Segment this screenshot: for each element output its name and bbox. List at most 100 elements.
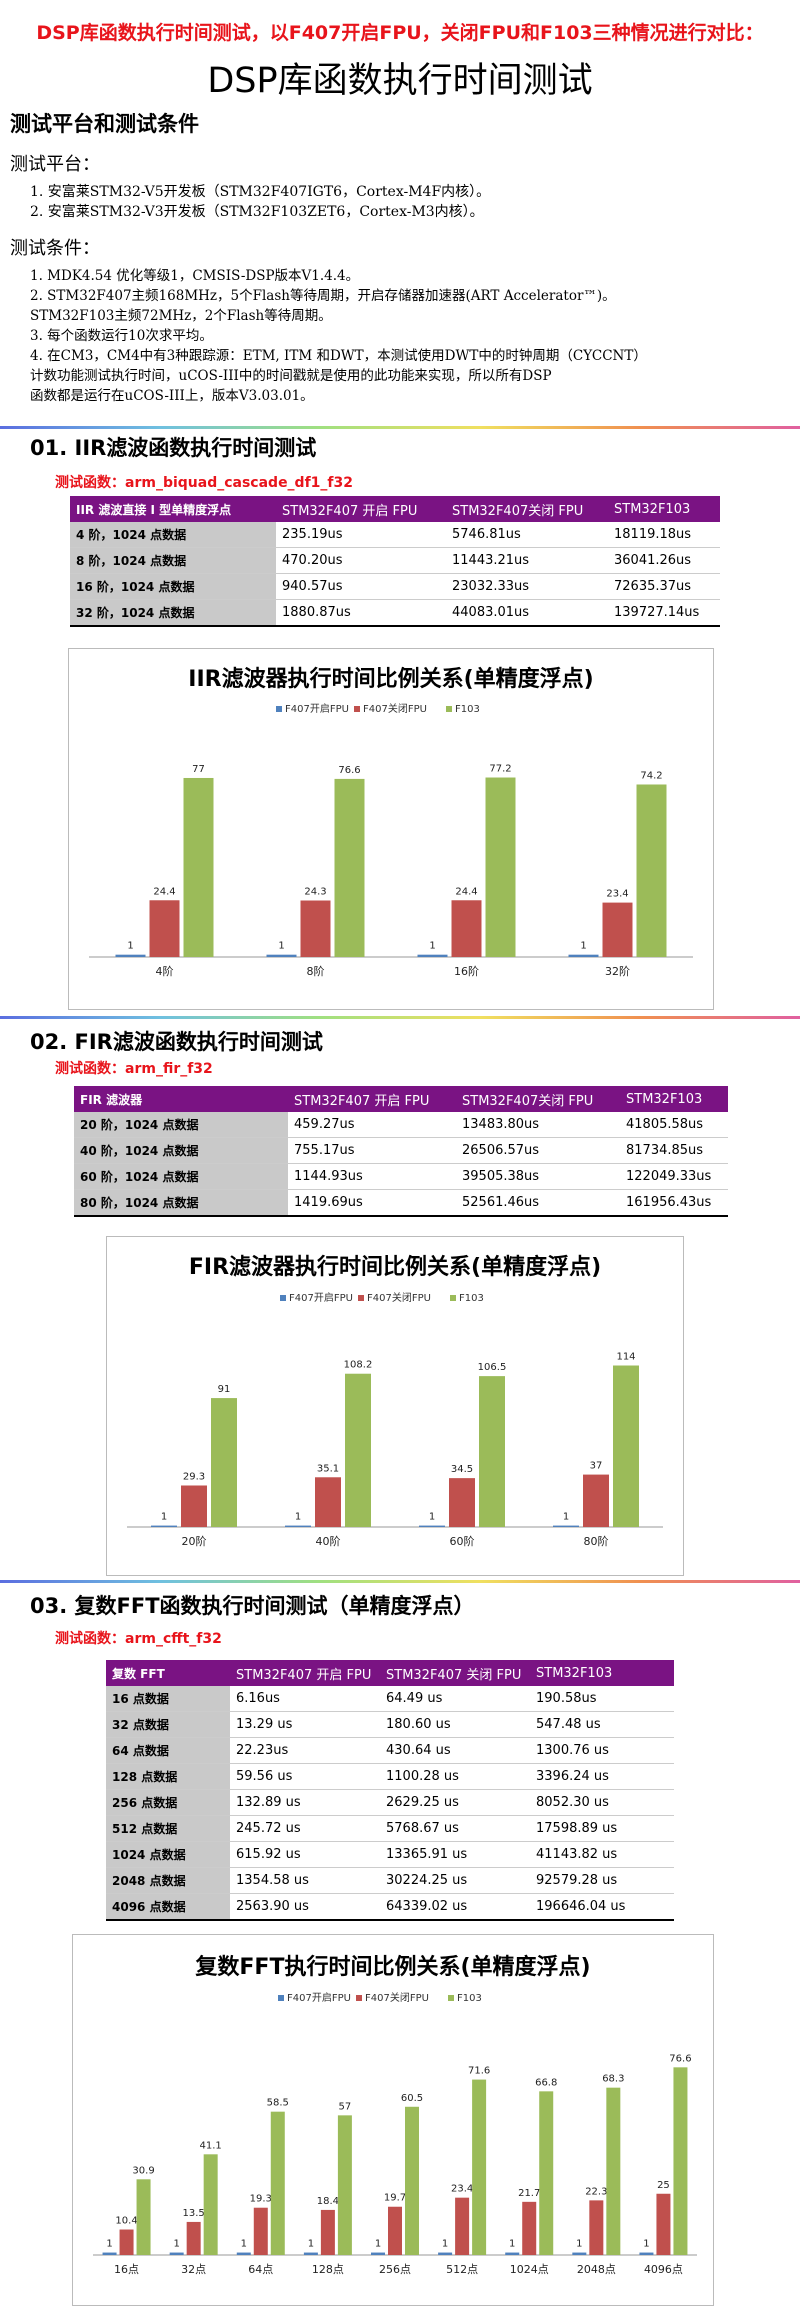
- bar: [455, 2197, 470, 2255]
- table-cell: 470.20us: [276, 547, 446, 574]
- fft-bar-chart: F407开启FPU F407关闭FPU F103 1 10.4 30.9 16点 1 13.5 4…: [93, 1991, 697, 2276]
- page-title: DSP库函数执行时间测试: [207, 61, 593, 101]
- table-cell: 139727.14us: [608, 599, 720, 627]
- bar: [315, 1477, 341, 1527]
- list-item: 1. MDK4.54 优化等级1，CMSIS-DSP版本V1.4.4。: [30, 268, 360, 284]
- bar: [136, 2179, 151, 2255]
- data-label: 108.2: [344, 1360, 373, 1371]
- data-label: 35.1: [317, 1463, 339, 1474]
- table-cell: 3396.24 us: [530, 1763, 674, 1790]
- platform-label: 测试平台：: [10, 154, 100, 175]
- table-cell: 235.19us: [276, 522, 446, 548]
- section-heading: 测试平台和测试条件: [10, 112, 199, 136]
- table-cell: 18119.18us: [608, 522, 720, 548]
- bar: [472, 2079, 487, 2255]
- section-title-fir: 02. FIR滤波函数执行时间测试: [30, 1030, 323, 1054]
- data-label: 1: [563, 1512, 569, 1523]
- tick-label: 64点: [248, 2263, 273, 2276]
- data-label: 13.5: [183, 2208, 205, 2219]
- list-item: 2. 安富莱STM32-V3开发板（STM32F103ZET6，Cortex-M…: [30, 204, 484, 220]
- bar: [345, 1373, 371, 1527]
- table-cell: 52561.46us: [456, 1189, 620, 1217]
- data-label: 1: [127, 941, 133, 952]
- legend-swatch: [276, 706, 282, 712]
- table-cell: 512 点数据: [106, 1815, 230, 1842]
- bar: [449, 1478, 475, 1527]
- bar: [451, 900, 482, 957]
- data-label: 1: [278, 941, 284, 952]
- bar: [211, 1398, 237, 1527]
- bar: [673, 2067, 688, 2255]
- table-header: STM32F407 开启 FPU: [288, 1086, 456, 1112]
- table-cell: 122049.33us: [620, 1163, 728, 1190]
- table-cell: 8 阶，1024 点数据: [70, 547, 276, 574]
- table-header: STM32F407 开启 FPU: [276, 496, 446, 522]
- table-header: STM32F103: [620, 1086, 728, 1112]
- data-label: 37: [590, 1461, 603, 1472]
- table-cell: 41805.58us: [620, 1112, 728, 1138]
- data-label: 21.7: [518, 2188, 540, 2199]
- legend-label: F103: [457, 1993, 482, 2004]
- table-cell: 5746.81us: [446, 522, 608, 548]
- table-cell: 1354.58 us: [230, 1867, 380, 1894]
- table-row: 512 点数据 245.72 us 5768.67 us 17598.89 us: [106, 1815, 674, 1842]
- data-label: 76.6: [338, 765, 360, 776]
- bar: [119, 2229, 134, 2255]
- table-row: 80 阶，1024 点数据 1419.69us 52561.46us 161956.4…: [74, 1189, 728, 1217]
- data-label: 60.5: [401, 2093, 423, 2104]
- data-label: 76.6: [669, 2053, 691, 2064]
- bar: [149, 900, 180, 957]
- table-cell: 2629.25 us: [380, 1789, 530, 1816]
- test-function-iir: 测试函数：arm_biquad_cascade_df1_f32: [55, 475, 353, 491]
- data-label: 91: [218, 1384, 231, 1395]
- table-row: 2048 点数据 1354.58 us 30224.25 us 92579.28 us: [106, 1867, 674, 1894]
- bar: [388, 2206, 402, 2255]
- table-row: 64 点数据 22.23us 430.64 us 1300.76 us: [106, 1737, 674, 1764]
- bar: [253, 2207, 268, 2255]
- chart-legend: F407开启FPU F407关闭FPU F103: [280, 1291, 484, 1304]
- data-label: 71.6: [468, 2066, 490, 2077]
- legend-label: F407开启FPU: [287, 1991, 351, 2004]
- bar: [181, 1485, 207, 1527]
- table-cell: 161956.43us: [620, 1189, 728, 1217]
- tick-label: 1024点: [510, 2263, 549, 2276]
- table-cell: 20 阶，1024 点数据: [74, 1112, 288, 1138]
- table-cell: 2048 点数据: [106, 1867, 230, 1894]
- table-row: 1024 点数据 615.92 us 13365.91 us 41143.82 us: [106, 1841, 674, 1868]
- top-banner: DSP库函数执行时间测试，以F407开启FPU，关闭FPU和F103三种情况进行…: [36, 22, 764, 44]
- data-label: 22.3: [585, 2186, 607, 2197]
- test-function-fir: 测试函数：arm_fir_f32: [55, 1061, 213, 1077]
- table-cell: 128 点数据: [106, 1763, 230, 1790]
- bar: [419, 1525, 445, 1527]
- table-cell: 72635.37us: [608, 573, 720, 600]
- bar: [417, 954, 448, 957]
- legend-label: F407关闭FPU: [365, 1991, 429, 2004]
- section-title-iir: 01. IIR滤波函数执行时间测试: [30, 436, 317, 460]
- table-cell: 11443.21us: [446, 547, 608, 574]
- chart-legend: F407开启FPU F407关闭FPU F103: [278, 1991, 482, 2004]
- bar: [186, 2221, 201, 2255]
- bar: [266, 954, 297, 957]
- bar: [522, 2201, 537, 2255]
- data-label: 77.2: [489, 764, 511, 775]
- tick-label: 16点: [114, 2263, 139, 2276]
- bar: [602, 902, 633, 957]
- table-cell: 1880.87us: [276, 599, 446, 627]
- legend-swatch: [448, 1995, 454, 2001]
- bar: [303, 2252, 318, 2255]
- legend-swatch: [280, 1295, 286, 1301]
- platform-list: 1. 安富莱STM32-V5开发板（STM32F407IGT6，Cortex-M…: [30, 182, 490, 222]
- legend-swatch: [450, 1295, 456, 1301]
- data-label: 19.7: [384, 2193, 406, 2204]
- bar: [505, 2252, 520, 2255]
- bar: [606, 2087, 621, 2255]
- legend-swatch: [358, 1295, 364, 1301]
- bar: [639, 2252, 654, 2255]
- data-label: 66.8: [535, 2077, 557, 2088]
- data-label: 25: [657, 2180, 670, 2191]
- bar: [589, 2200, 604, 2255]
- bar: [102, 2252, 117, 2255]
- table-cell: 80 阶，1024 点数据: [74, 1189, 288, 1217]
- data-label: 1: [442, 2239, 448, 2250]
- list-item: 3. 每个函数运行10次求平均。: [30, 328, 213, 344]
